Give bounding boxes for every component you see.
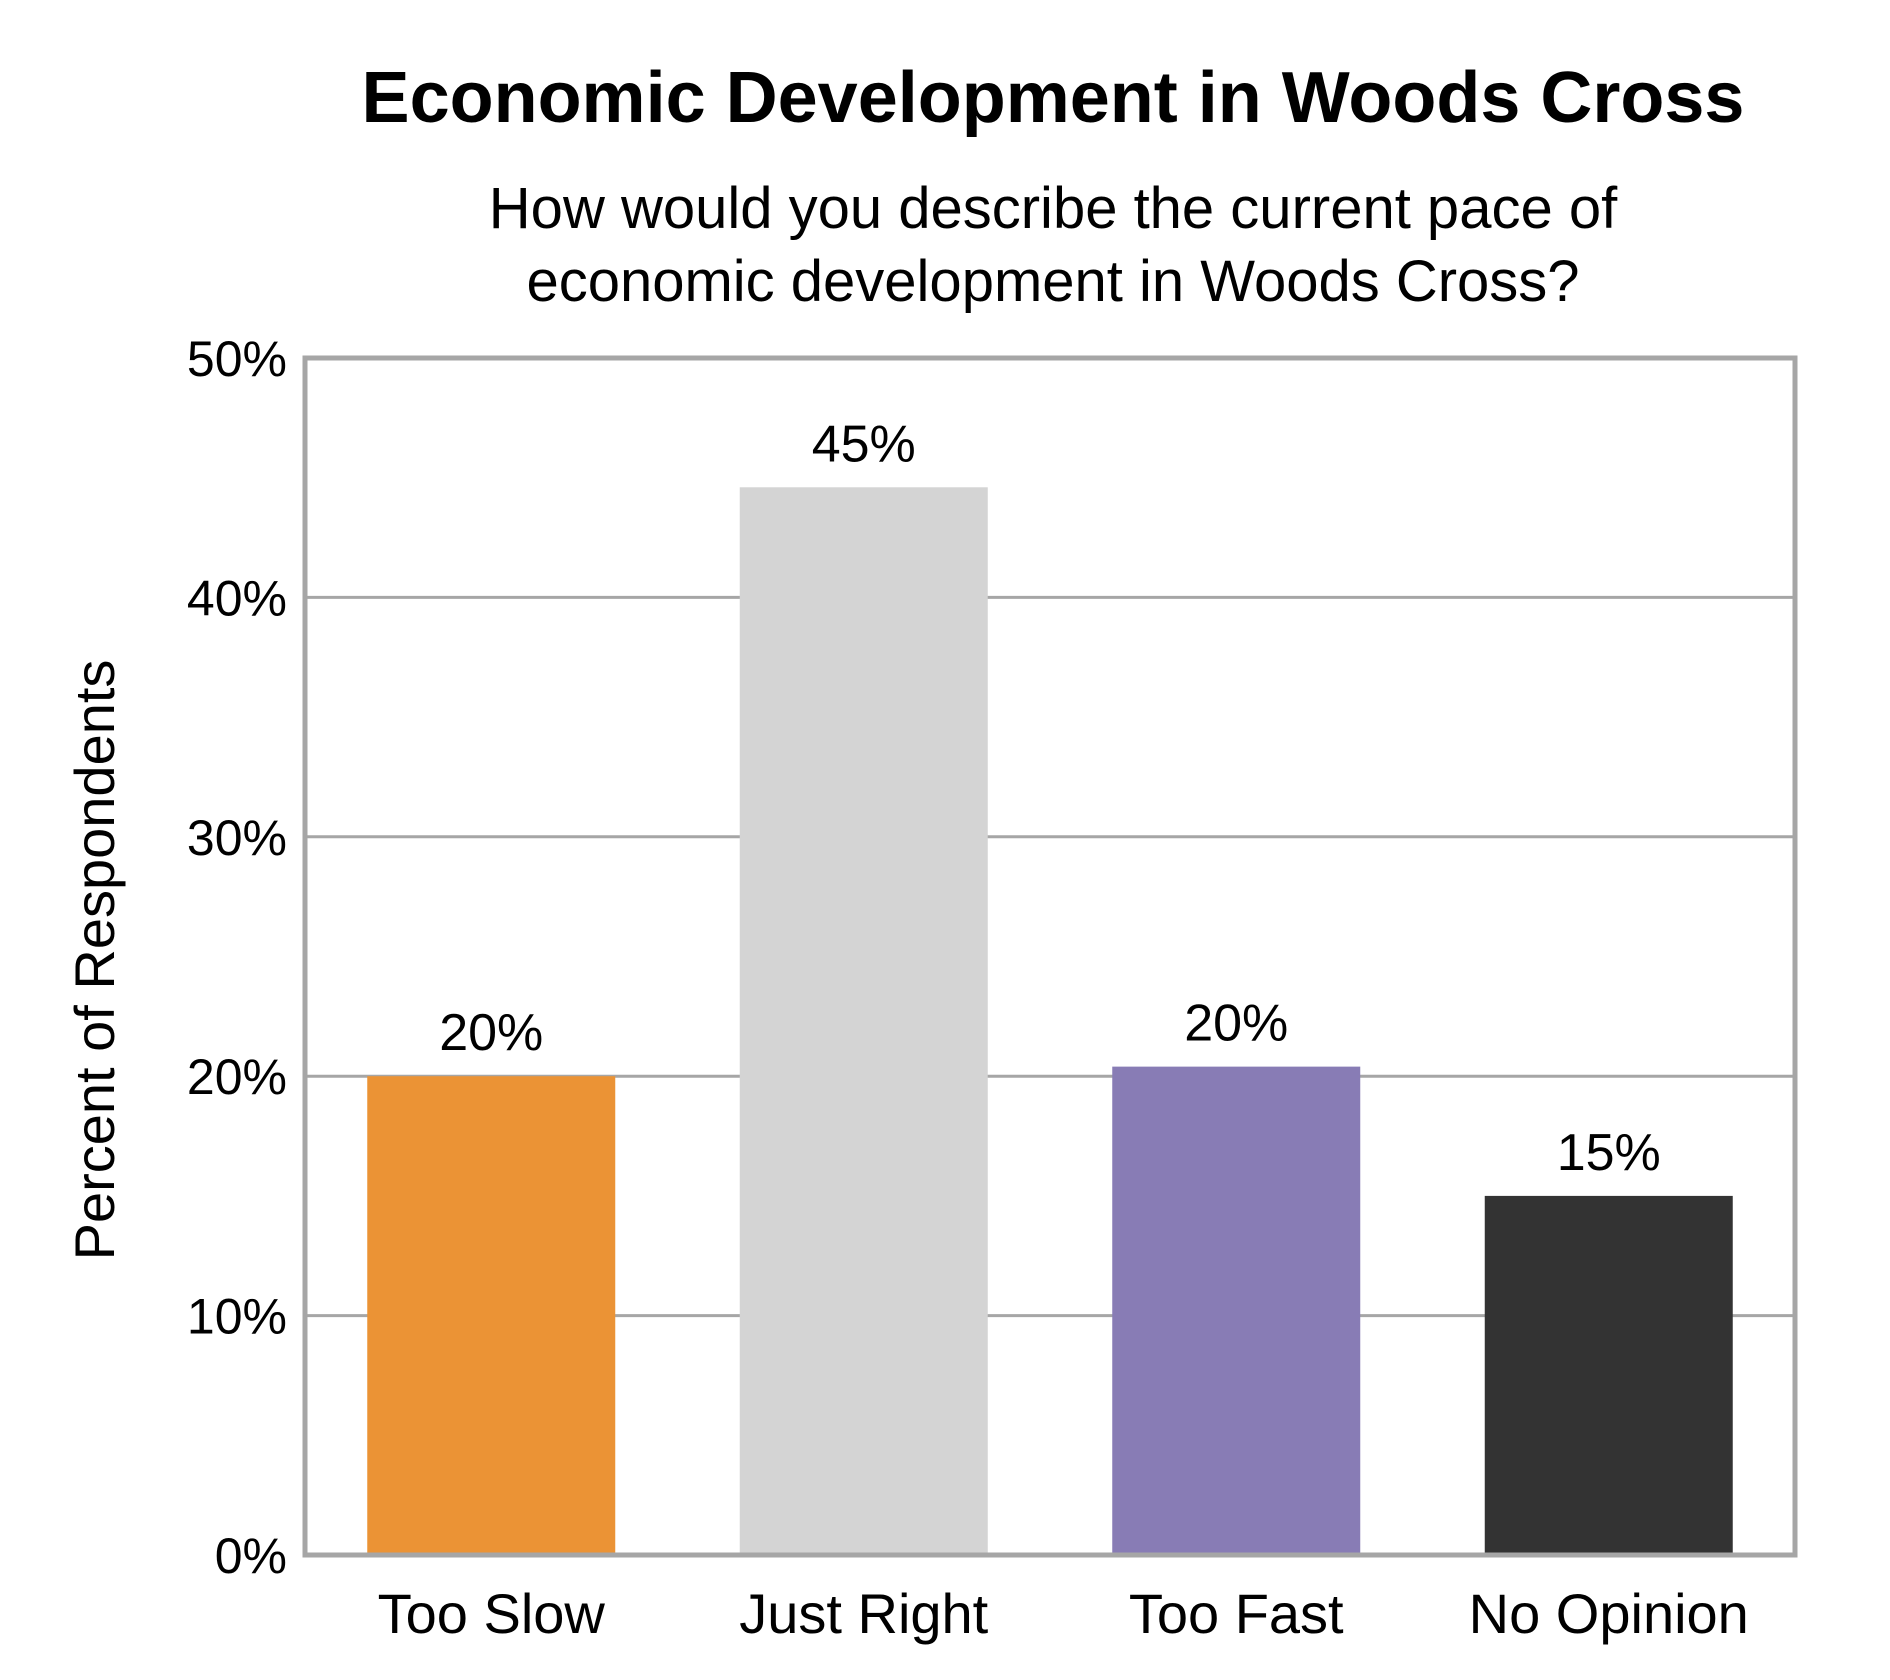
chart-subtitle-line-2: economic development in Woods Cross? [526,249,1579,314]
plot-area-frame [302,355,1798,1558]
x-axis-categories: Too Slow Just Right Too Fast No Opinion [378,1582,1749,1645]
y-tick-label: 10% [187,1289,287,1345]
chart-subtitle-line-1: How would you describe the current pace … [489,176,1618,241]
y-axis-label: Percent of Respondents [63,660,126,1261]
data-label: 15% [1557,1124,1661,1182]
bar-no-opinion [1484,1195,1733,1555]
y-tick-label: 30% [187,810,287,866]
bar-too-slow [367,1076,616,1555]
x-tick-label: Too Slow [378,1582,606,1645]
data-labels: 20% 45% 20% 15% [439,415,1661,1182]
y-tick-label: 50% [187,331,287,387]
x-tick-label: Too Fast [1129,1582,1344,1645]
y-tick-label: 20% [187,1049,287,1105]
x-tick-label: Just Right [739,1582,988,1645]
y-tick-label: 0% [215,1528,287,1584]
y-tick-label: 40% [187,570,287,626]
data-label: 20% [1184,995,1288,1053]
y-axis-ticks: 0% 10% 20% 30% 40% 50% [187,331,287,1584]
data-label: 45% [812,415,916,473]
data-label: 20% [439,1004,543,1062]
bars [367,487,1733,1555]
bar-just-right [739,487,988,1555]
x-tick-label: No Opinion [1469,1582,1749,1645]
chart-title: Economic Development in Woods Cross [362,58,1745,138]
bar-too-fast [1112,1066,1361,1555]
